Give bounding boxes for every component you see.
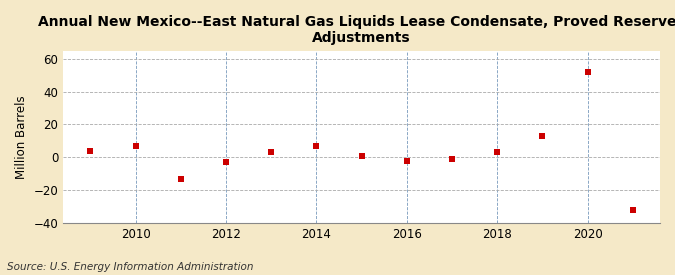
Y-axis label: Million Barrels: Million Barrels bbox=[15, 95, 28, 178]
Title: Annual New Mexico--East Natural Gas Liquids Lease Condensate, Proved Reserves
Ad: Annual New Mexico--East Natural Gas Liqu… bbox=[38, 15, 675, 45]
Point bbox=[628, 208, 639, 212]
Point bbox=[447, 157, 458, 161]
Point bbox=[85, 148, 96, 153]
Point bbox=[311, 144, 322, 148]
Point bbox=[266, 150, 277, 155]
Point bbox=[402, 158, 412, 163]
Point bbox=[492, 150, 503, 155]
Point bbox=[583, 70, 593, 74]
Point bbox=[356, 154, 367, 159]
Point bbox=[221, 160, 232, 164]
Point bbox=[537, 134, 548, 138]
Point bbox=[176, 176, 186, 181]
Point bbox=[130, 144, 141, 148]
Text: Source: U.S. Energy Information Administration: Source: U.S. Energy Information Administ… bbox=[7, 262, 253, 272]
